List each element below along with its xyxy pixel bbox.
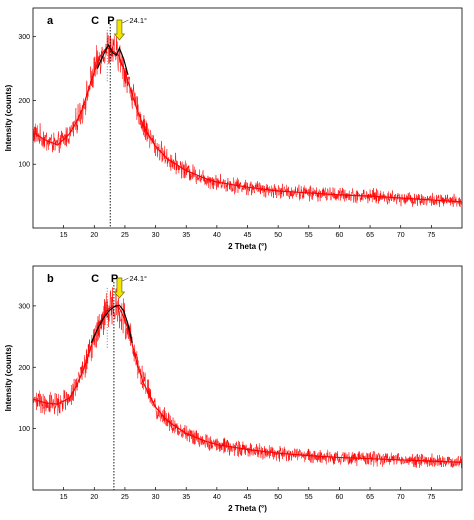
- x-tick-label: 30: [152, 232, 160, 239]
- x-tick-label: 45: [244, 232, 252, 239]
- x-tick-label: 60: [336, 494, 344, 501]
- x-tick-label: 75: [427, 232, 435, 239]
- arrow-icon: [113, 277, 129, 299]
- y-axis-title-b: Intensity (counts): [4, 344, 13, 411]
- x-tick-label: 25: [121, 494, 129, 501]
- x-tick-label: 40: [213, 232, 221, 239]
- peak-angle-label-b: 24.1°: [129, 274, 147, 283]
- angle-leader: [122, 19, 129, 24]
- panel-label-b: b: [47, 273, 54, 285]
- peak-angle-label-a: 24.1°: [129, 16, 147, 25]
- y-axis-title-a: Intensity (counts): [4, 84, 13, 151]
- arrow-icon: [113, 19, 129, 41]
- y-axis-ticks-b: 100 200 300: [18, 303, 36, 433]
- x-axis-ticks-a: 15 20 25 30 35 40 45 50 55 60 65 70 75: [60, 225, 435, 239]
- series-line-b: [32, 305, 463, 463]
- x-axis-title-b: 2 Theta (°): [228, 504, 267, 513]
- y-axis-ticks-a: 100 200 300: [18, 34, 36, 169]
- x-tick-label: 65: [366, 494, 374, 501]
- panel-label-a: a: [47, 15, 54, 27]
- x-axis-ticks-b: 15 20 25 30 35 40 45 50 55 60 65 70 75: [60, 487, 435, 501]
- x-tick-label: 40: [213, 494, 221, 501]
- noise-trace-b: [32, 287, 463, 469]
- panel-a: 15 20 25 30 35 40 45 50 55 60 65 70 75 100 200 300 a C…: [4, 7, 463, 251]
- y-tick-label: 200: [18, 98, 30, 105]
- x-axis-title-a: 2 Theta (°): [228, 242, 267, 251]
- x-tick-label: 45: [244, 494, 252, 501]
- x-tick-label: 70: [397, 232, 405, 239]
- x-tick-label: 35: [182, 494, 190, 501]
- arrow-shape: [113, 277, 126, 299]
- panel-b: 15 20 25 30 35 40 45 50 55 60 65 70 75 100 200 300 b C…: [4, 265, 463, 513]
- arrow-shape: [113, 19, 126, 41]
- x-tick-label: 30: [152, 494, 160, 501]
- x-tick-label: 35: [182, 232, 190, 239]
- y-tick-label: 300: [18, 303, 30, 310]
- y-tick-label: 100: [18, 162, 30, 169]
- x-tick-label: 55: [305, 232, 313, 239]
- x-tick-label: 25: [121, 232, 129, 239]
- x-tick-label: 50: [274, 494, 282, 501]
- noise-trace-a: [32, 32, 463, 208]
- peak-label-c-a: C: [91, 15, 99, 27]
- series-line-a: [32, 46, 463, 203]
- noise-path: [32, 287, 463, 469]
- y-tick-label: 100: [18, 426, 30, 433]
- x-tick-label: 15: [60, 494, 68, 501]
- x-tick-label: 60: [336, 232, 344, 239]
- x-tick-label: 55: [305, 494, 313, 501]
- angle-leader: [122, 277, 129, 282]
- x-tick-label: 65: [366, 232, 374, 239]
- x-tick-label: 70: [397, 494, 405, 501]
- peak-fit-line-a: [96, 43, 129, 76]
- peak-label-p-a: P: [107, 15, 114, 27]
- y-tick-label: 200: [18, 365, 30, 372]
- x-tick-label: 20: [90, 232, 98, 239]
- y-tick-label: 300: [18, 34, 30, 41]
- noise-path: [32, 32, 463, 208]
- x-tick-label: 50: [274, 232, 282, 239]
- peak-label-c-b: C: [91, 273, 99, 285]
- x-tick-label: 15: [60, 232, 68, 239]
- peak-fit-line-b: [90, 304, 133, 343]
- peak-label-p-b: P: [111, 273, 118, 285]
- x-tick-label: 75: [427, 494, 435, 501]
- x-tick-label: 20: [90, 494, 98, 501]
